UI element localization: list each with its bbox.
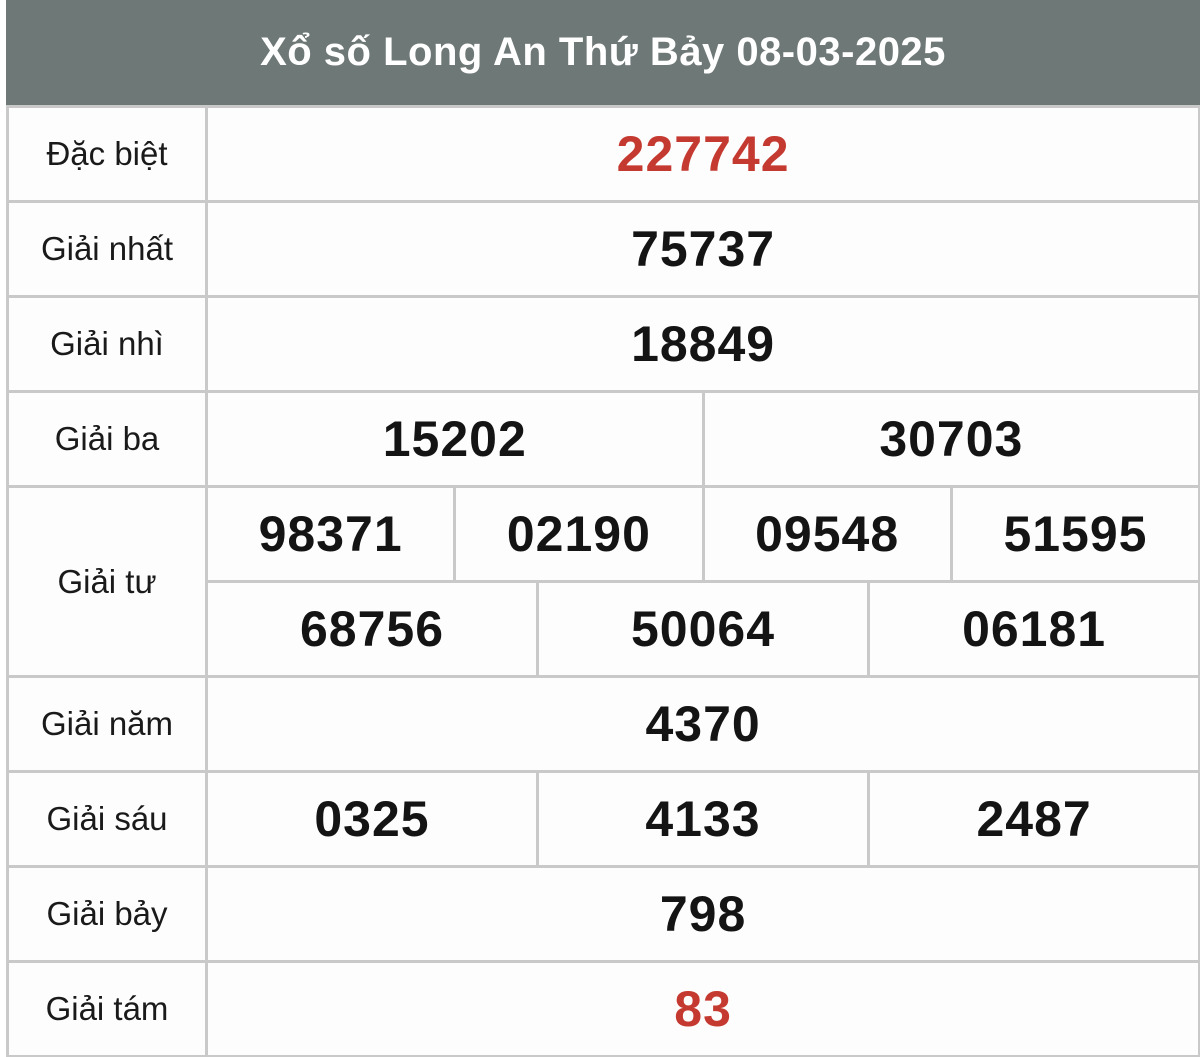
row-eighth-prize: Giải tám 83 [6,960,1200,1057]
row-second-prize: Giải nhì 18849 [6,295,1200,393]
prize-value-giai-tu-3: 09548 [701,485,953,583]
lottery-results-table: Đặc biệt 227742 Giải nhất 75737 Giải nhì… [6,105,1200,1057]
prize-label-giai-tam: Giải tám [6,960,208,1057]
prize-label-giai-nam: Giải năm [6,675,208,773]
prize-label-giai-ba: Giải ba [6,390,208,488]
prize-value-giai-tam: 83 [204,960,1200,1057]
page-title: Xổ số Long An Thứ Bảy 08-03-2025 [260,30,946,74]
prize-label-giai-sau: Giải sáu [6,770,208,868]
row-third-prize: Giải ba 15202 30703 [6,390,1200,488]
prize-value-giai-sau-3: 2487 [866,770,1200,868]
prize-value-giai-tu-1: 98371 [204,485,457,583]
prize-value-giai-nhi: 18849 [204,295,1200,393]
prize-label-dac-biet: Đặc biệt [6,105,208,203]
title-bar: Xổ số Long An Thứ Bảy 08-03-2025 [6,0,1200,105]
row-fifth-prize: Giải năm 4370 [6,675,1200,773]
prize-value-giai-tu-2: 02190 [453,485,705,583]
row-fourth-prize-1: Giải tư 98371 02190 09548 51595 [6,485,1200,678]
row-seventh-prize: Giải bảy 798 [6,865,1200,963]
prize-value-giai-sau-2: 4133 [536,770,870,868]
prize-value-giai-ba-1: 15202 [205,390,705,488]
prize-value-giai-tu-7: 06181 [866,580,1200,678]
prize-label-giai-nhat: Giải nhất [6,200,208,298]
prize-value-giai-tu-4: 51595 [949,485,1200,583]
prize-value-giai-bay: 798 [204,865,1200,963]
prize-value-giai-tu-5: 68756 [205,580,539,678]
prize-label-giai-nhi: Giải nhì [6,295,208,393]
row-special-prize: Đặc biệt 227742 [6,105,1200,203]
prize-value-giai-nam: 4370 [204,675,1200,773]
prize-value-giai-nhat: 75737 [204,200,1200,298]
row-first-prize: Giải nhất 75737 [6,200,1200,298]
prize-label-giai-tu: Giải tư [6,485,208,678]
prize-value-dac-biet: 227742 [204,105,1200,203]
row-fourth-prize-2: 68756 50064 06181 [8,580,1200,678]
prize-value-giai-tu-6: 50064 [536,580,870,678]
prize-value-giai-ba-2: 30703 [701,390,1200,488]
prize-label-giai-bay: Giải bảy [6,865,208,963]
prize-value-giai-sau-1: 0325 [205,770,539,868]
row-sixth-prize: Giải sáu 0325 4133 2487 [6,770,1200,868]
